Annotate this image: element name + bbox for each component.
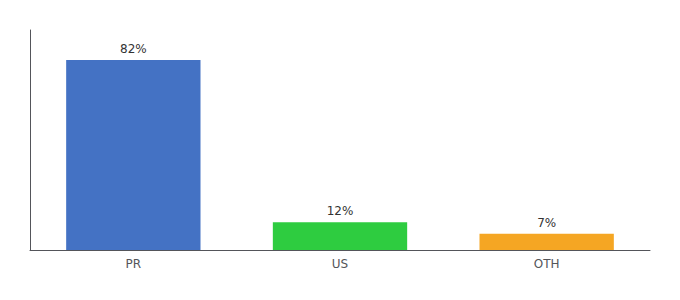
svg-text:PR: PR — [126, 257, 142, 271]
svg-text:US: US — [332, 257, 348, 271]
svg-text:OTH: OTH — [534, 257, 560, 271]
svg-text:82%: 82% — [120, 42, 147, 56]
svg-text:12%: 12% — [327, 204, 354, 218]
svg-text:7%: 7% — [537, 216, 556, 230]
